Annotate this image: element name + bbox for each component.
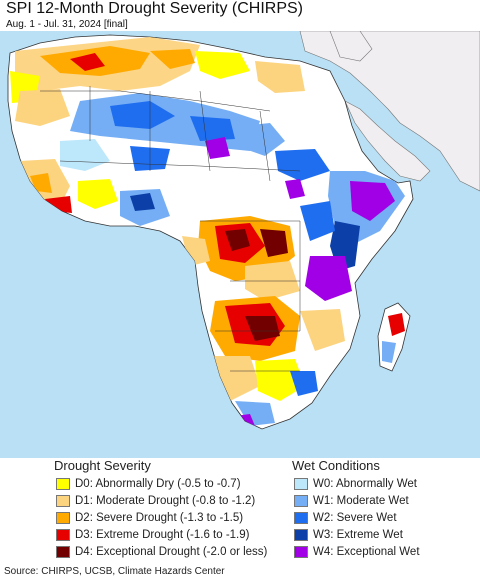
outside-region bbox=[299, 31, 480, 192]
wet-legend-item: W1: Moderate Wet bbox=[294, 494, 409, 508]
wet-legend-heading: Wet Conditions bbox=[292, 458, 380, 473]
legend-label: D4: Exceptional Drought (-2.0 or less) bbox=[75, 546, 268, 558]
drought-map-canvas bbox=[0, 31, 480, 458]
arabian-peninsula bbox=[344, 100, 431, 182]
legend-label: W0: Abnormally Wet bbox=[313, 478, 417, 490]
drought-legend-item: D0: Abnormally Dry (-0.5 to -0.7) bbox=[56, 477, 241, 491]
legend-swatch bbox=[294, 495, 308, 507]
source-credit: Source: CHIRPS, UCSB, Climate Hazards Ce… bbox=[4, 566, 225, 577]
legend-label: D3: Extreme Drought (-1.6 to -1.9) bbox=[75, 529, 250, 541]
legend-swatch bbox=[56, 546, 70, 558]
drought-legend-heading: Drought Severity bbox=[54, 458, 151, 473]
legend-swatch bbox=[56, 529, 70, 541]
legend-swatch bbox=[294, 478, 308, 490]
wet-legend-item: W0: Abnormally Wet bbox=[294, 477, 417, 491]
legend-swatch bbox=[294, 546, 308, 558]
outside-region bbox=[329, 31, 373, 62]
legend-swatch bbox=[56, 478, 70, 490]
legend-swatch bbox=[56, 495, 70, 507]
legend-label: D0: Abnormally Dry (-0.5 to -0.7) bbox=[75, 478, 241, 490]
legend-label: D1: Moderate Drought (-0.8 to -1.2) bbox=[75, 495, 256, 507]
wet-legend-item: W2: Severe Wet bbox=[294, 511, 397, 525]
drought-legend-item: D1: Moderate Drought (-0.8 to -1.2) bbox=[56, 494, 255, 508]
drought-legend-item: D2: Severe Drought (-1.3 to -1.5) bbox=[56, 511, 243, 525]
map-subtitle: Aug. 1 - Jul. 31, 2024 [final] bbox=[6, 19, 128, 30]
legend-label: W2: Severe Wet bbox=[313, 512, 397, 524]
legend-label: W1: Moderate Wet bbox=[313, 495, 409, 507]
legend: Drought Severity D0: Abnormally Dry (-0.… bbox=[0, 458, 480, 564]
legend-label: D2: Severe Drought (-1.3 to -1.5) bbox=[75, 512, 244, 524]
drought-map bbox=[0, 31, 480, 458]
drought-legend-item: D3: Extreme Drought (-1.6 to -1.9) bbox=[56, 528, 249, 542]
wet-legend-item: W3: Extreme Wet bbox=[294, 528, 403, 542]
drought-patches bbox=[10, 37, 405, 428]
country-borders bbox=[40, 86, 301, 372]
wet-legend-item: W4: Exceptional Wet bbox=[294, 545, 420, 559]
legend-swatch bbox=[56, 512, 70, 524]
legend-swatch bbox=[294, 512, 308, 524]
map-title: SPI 12-Month Drought Severity (CHIRPS) bbox=[6, 0, 303, 17]
legend-swatch bbox=[294, 529, 308, 541]
legend-label: W4: Exceptional Wet bbox=[313, 546, 420, 558]
legend-label: W3: Extreme Wet bbox=[313, 529, 403, 541]
drought-legend-item: D4: Exceptional Drought (-2.0 or less) bbox=[56, 545, 267, 559]
